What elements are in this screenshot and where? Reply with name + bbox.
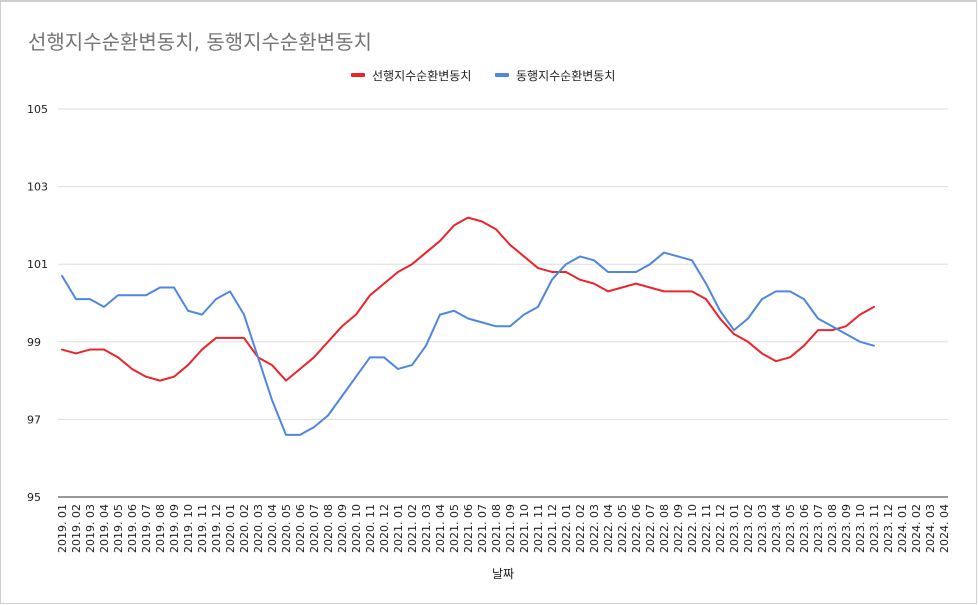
y-tick-label: 101: [27, 258, 48, 271]
x-tick-label: 2023. 04: [770, 504, 783, 553]
x-tick-label: 2023. 11: [868, 504, 881, 553]
x-tick-label: 2020. 09: [336, 504, 349, 553]
x-tick-label: 2023. 03: [756, 504, 769, 553]
x-tick-label: 2021. 04: [434, 504, 447, 553]
x-tick-label: 2022. 10: [686, 504, 699, 553]
x-tick-label: 2023. 12: [882, 504, 895, 553]
chart-title: 선행지수순환변동치, 동행지수순환변동치: [28, 30, 372, 54]
x-tick-label: 2023. 02: [742, 504, 755, 553]
x-tick-label: 2019. 04: [98, 504, 111, 553]
series-line-1: [61, 251, 875, 436]
x-tick-label: 2019. 10: [182, 504, 195, 553]
x-tick-label: 2024. 02: [910, 504, 923, 553]
x-tick-label: 2021. 02: [406, 504, 419, 553]
legend-label-1: 동행지수순환변동치: [516, 68, 615, 83]
x-tick-label: 2022. 07: [644, 504, 657, 553]
x-tick-label: 2022. 02: [574, 504, 587, 553]
x-tick-label: 2020. 07: [308, 504, 321, 553]
x-tick-label: 2022. 01: [560, 504, 573, 553]
series-lines: [61, 216, 875, 436]
x-tick-label: 2022. 05: [616, 504, 629, 553]
legend-item-1: 동행지수순환변동치: [495, 68, 615, 83]
x-tick-label: 2021. 11: [532, 504, 545, 553]
x-tick-label: 2019. 07: [140, 504, 153, 553]
x-tick-label: 2019. 05: [112, 504, 125, 553]
y-tick-label: 99: [27, 336, 41, 349]
x-tick-label: 2021. 12: [546, 504, 559, 553]
legend-label-0: 선행지수순환변동치: [372, 68, 471, 83]
x-tick-label: 2024. 01: [896, 504, 909, 553]
x-tick-label: 2019. 11: [196, 504, 209, 553]
x-tick-label: 2022. 09: [672, 504, 685, 553]
x-tick-label: 2021. 07: [476, 504, 489, 553]
x-tick-label: 2023. 05: [784, 504, 797, 553]
x-tick-label: 2019. 03: [84, 504, 97, 553]
x-tick-label: 2021. 01: [392, 504, 405, 553]
legend: 선행지수순환변동치 동행지수순환변동치: [351, 68, 615, 83]
x-tick-label: 2022. 11: [700, 504, 713, 553]
x-tick-label: 2020. 12: [378, 504, 391, 553]
y-tick-label: 103: [27, 181, 48, 194]
series-line-0: [61, 216, 875, 382]
x-tick-label: 2022. 03: [588, 504, 601, 553]
x-tick-label: 2023. 07: [812, 504, 825, 553]
x-tick-label: 2020. 02: [238, 504, 251, 553]
x-tick-label: 2024. 04: [938, 504, 951, 553]
x-tick-label: 2020. 03: [252, 504, 265, 553]
y-tick-label: 97: [27, 413, 41, 426]
x-tick-label: 2019. 09: [168, 504, 181, 553]
x-tick-label: 2019. 02: [70, 504, 83, 553]
x-tick-label: 2020. 05: [280, 504, 293, 553]
x-axis-title: 날짜: [492, 567, 514, 581]
x-tick-label: 2019. 01: [56, 504, 69, 553]
x-tick-label: 2022. 06: [630, 504, 643, 553]
x-axis-ticks: 2019. 01 2019. 02 2019. 03 2019. 04 2019. 05…: [56, 504, 951, 553]
x-tick-label: 2020. 06: [294, 504, 307, 553]
x-tick-label: 2021. 03: [420, 504, 433, 553]
x-tick-label: 2019. 12: [210, 504, 223, 553]
legend-item-0: 선행지수순환변동치: [351, 68, 471, 83]
x-tick-label: 2020. 11: [364, 504, 377, 553]
x-tick-label: 2022. 12: [714, 504, 727, 553]
x-tick-label: 2022. 04: [602, 504, 615, 553]
gridlines: [58, 108, 948, 498]
x-tick-label: 2019. 08: [154, 504, 167, 553]
x-tick-label: 2023. 06: [798, 504, 811, 553]
legend-swatch-0: [351, 73, 365, 77]
x-tick-label: 2020. 01: [224, 504, 237, 553]
x-tick-label: 2023. 10: [854, 504, 867, 553]
x-tick-label: 2023. 01: [728, 504, 741, 553]
x-tick-label: 2023. 09: [840, 504, 853, 553]
x-tick-label: 2022. 08: [658, 504, 671, 553]
x-tick-label: 2021. 05: [448, 504, 461, 553]
x-tick-label: 2021. 06: [462, 504, 475, 553]
x-tick-label: 2021. 08: [490, 504, 503, 553]
x-tick-label: 2021. 10: [518, 504, 531, 553]
legend-swatch-1: [495, 73, 509, 77]
x-tick-label: 2021. 09: [504, 504, 517, 553]
x-tick-label: 2020. 04: [266, 504, 279, 553]
x-tick-label: 2024. 03: [924, 504, 937, 553]
x-tick-label: 2023. 08: [826, 504, 839, 553]
x-tick-label: 2019. 06: [126, 504, 139, 553]
x-tick-label: 2020. 10: [350, 504, 363, 553]
y-axis-ticks: 95 97 99 101 103 105: [27, 103, 48, 504]
y-tick-label: 95: [27, 491, 41, 504]
y-tick-label: 105: [27, 103, 48, 116]
x-tick-label: 2020. 08: [322, 504, 335, 553]
